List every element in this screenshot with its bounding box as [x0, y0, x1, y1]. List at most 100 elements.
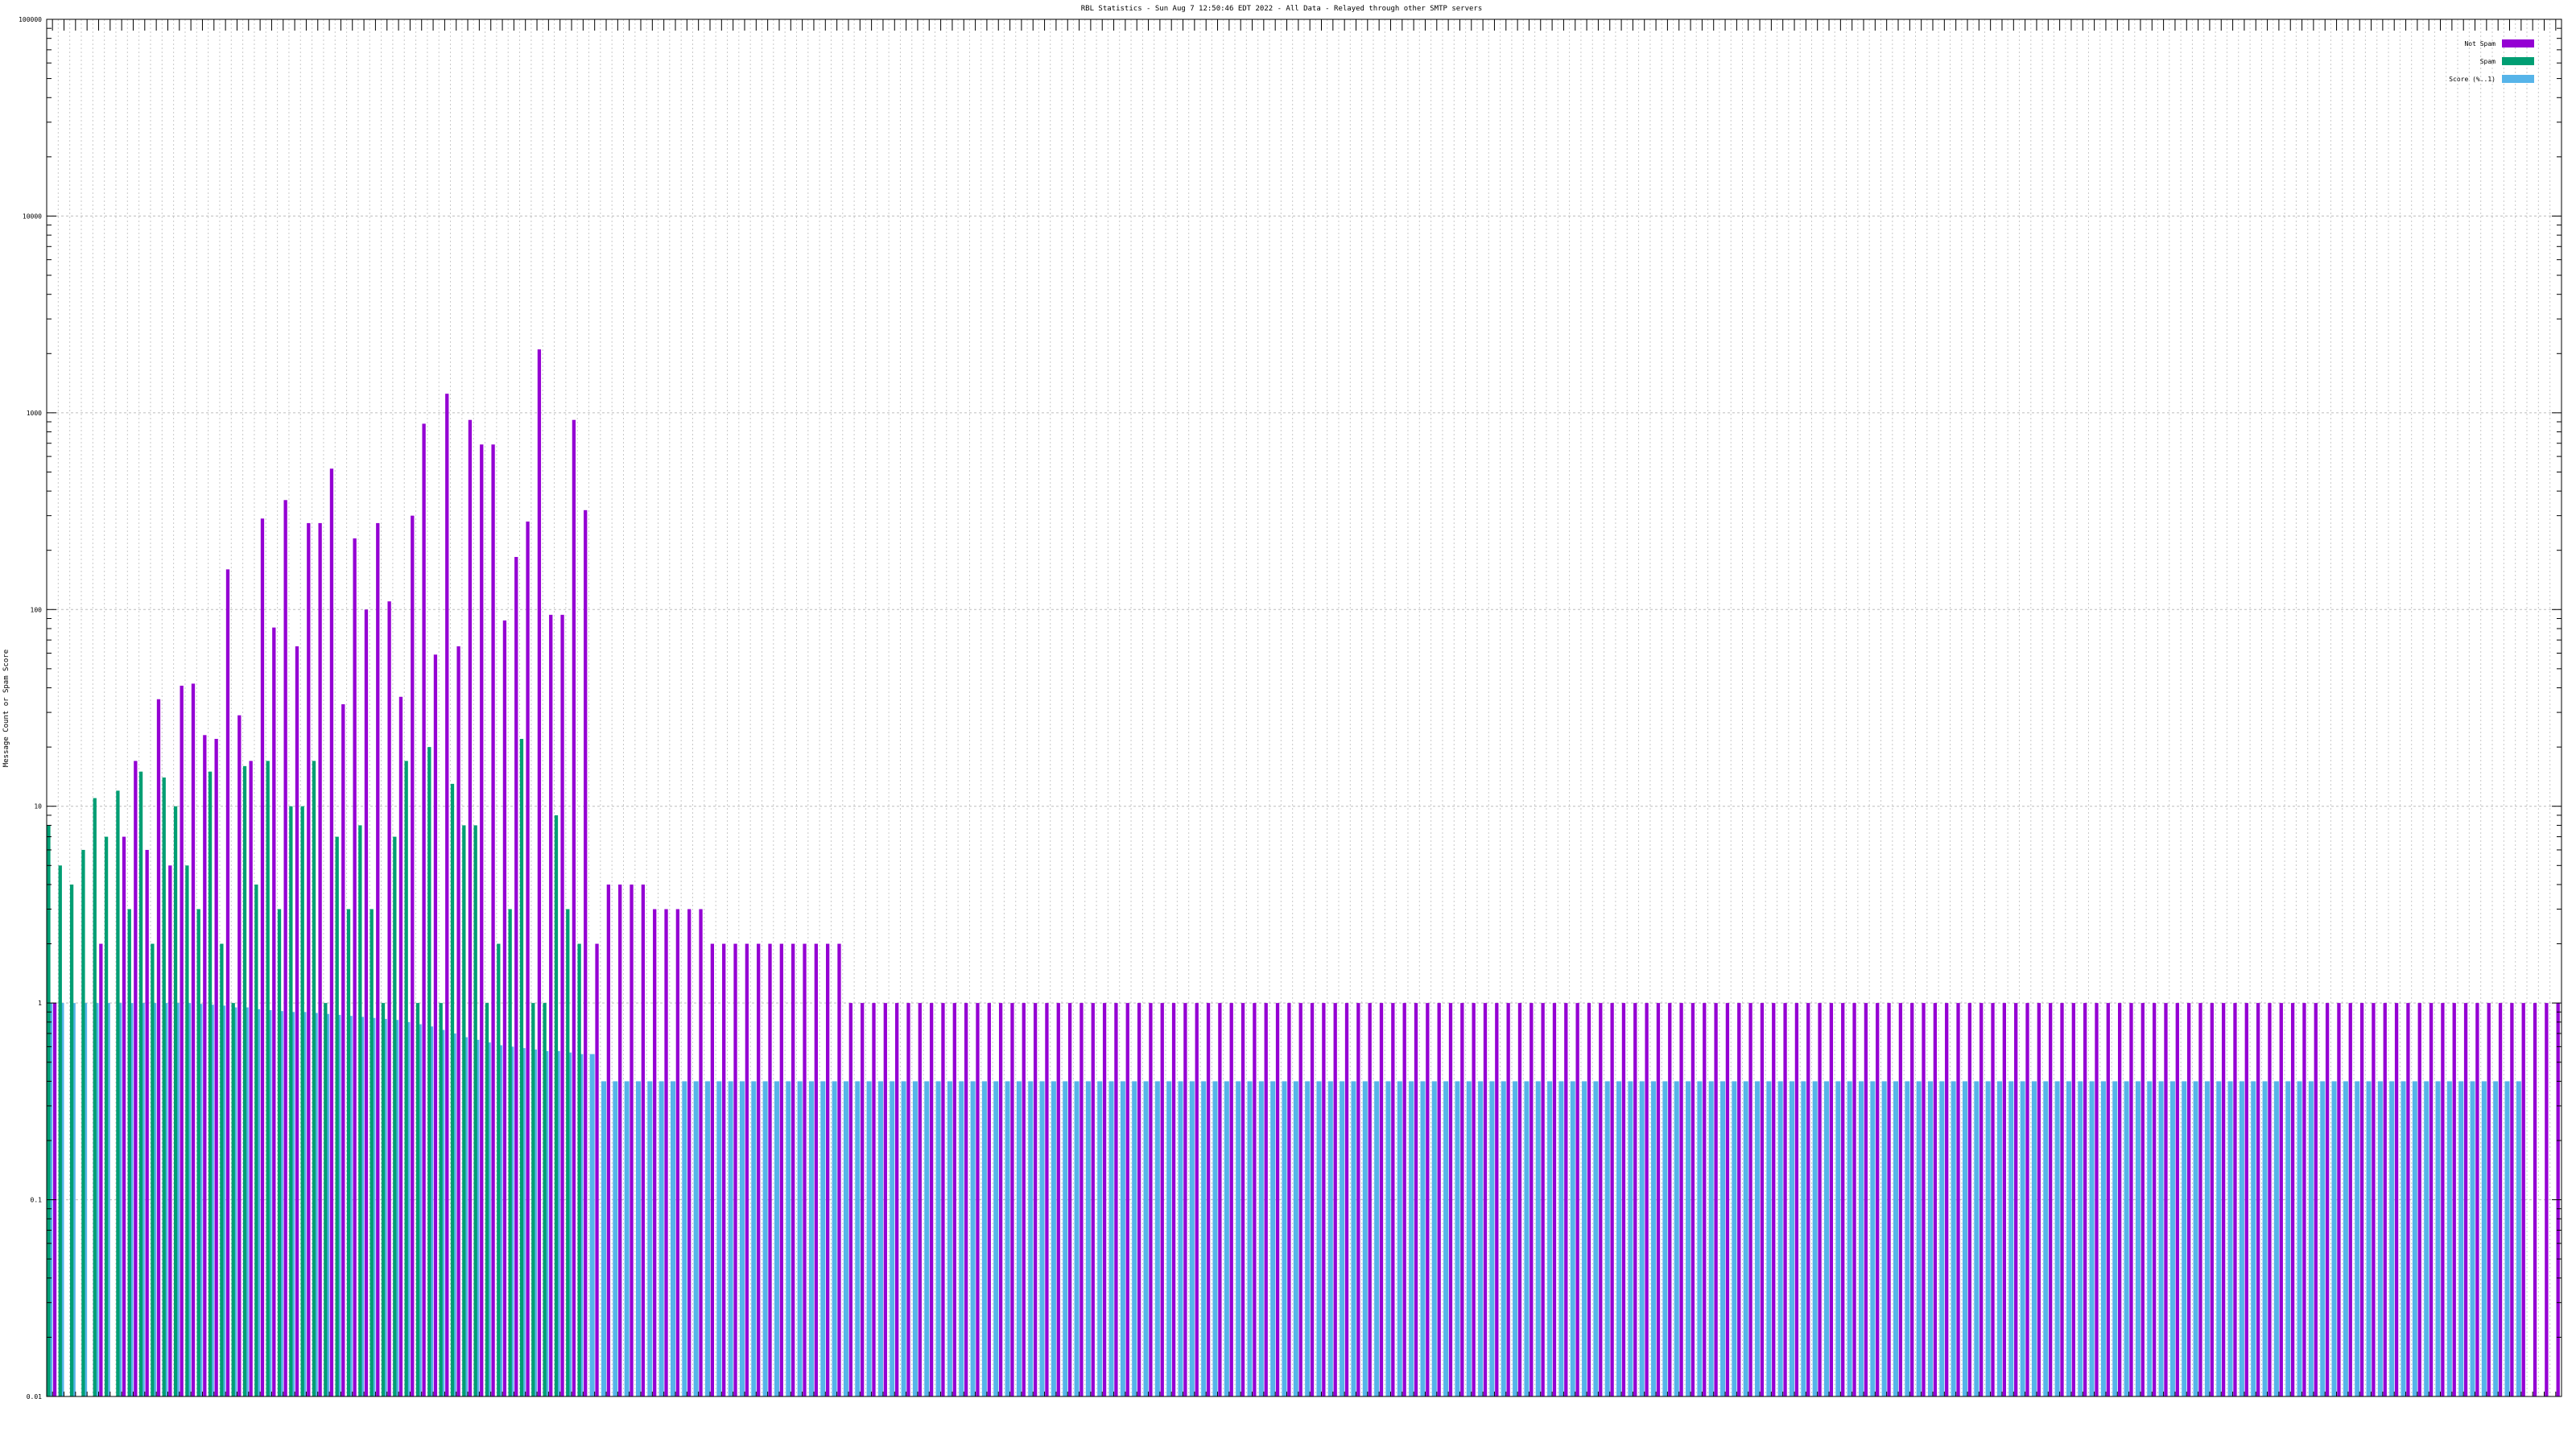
plot-border: [46, 19, 2562, 1397]
bar-not-spam: [2198, 1003, 2202, 1396]
bar-spam: [508, 909, 512, 1396]
bar-not-spam: [2164, 1003, 2168, 1396]
bar-score-: [2204, 1081, 2210, 1396]
bar-not-spam: [1022, 1003, 1026, 1396]
bar-spam: [439, 1003, 443, 1396]
bar-not-spam: [2429, 1003, 2434, 1396]
bar-spam: [324, 1003, 328, 1396]
bar-not-spam: [1344, 1003, 1349, 1396]
bar-not-spam: [722, 943, 726, 1396]
bar-score-: [1063, 1081, 1068, 1396]
bar-score-: [1120, 1081, 1125, 1396]
bar-not-spam: [1241, 1003, 1245, 1396]
bar-not-spam: [2025, 1003, 2029, 1396]
bar-not-spam: [560, 614, 564, 1396]
bar-score-: [2297, 1081, 2302, 1396]
bar-spam: [266, 761, 270, 1396]
bar-not-spam: [675, 909, 680, 1396]
bar-not-spam: [1218, 1003, 1222, 1396]
bar-spam: [312, 761, 316, 1396]
bar-not-spam: [1149, 1003, 1153, 1396]
bar-spam: [93, 798, 97, 1396]
bar-score-: [1951, 1081, 1956, 1396]
bar-score-: [2147, 1081, 2153, 1396]
bar-score-: [1316, 1081, 1322, 1396]
bar-score-: [1293, 1081, 1298, 1396]
bar-not-spam: [1056, 1003, 1060, 1396]
bar-score-: [2008, 1081, 2014, 1396]
bar-spam: [242, 765, 247, 1396]
bar-score-: [1282, 1081, 1287, 1396]
bar-spam: [58, 865, 62, 1396]
bar-score-: [670, 1081, 675, 1396]
bar-not-spam: [2210, 1003, 2214, 1396]
bar-score-: [947, 1081, 952, 1396]
bar-not-spam: [502, 620, 507, 1396]
bar-score-: [1501, 1081, 1506, 1396]
bar-not-spam: [191, 683, 196, 1396]
bar-not-spam: [710, 943, 715, 1396]
bar-score-: [1858, 1081, 1864, 1396]
bar-score-: [1582, 1081, 1587, 1396]
bar-not-spam: [1495, 1003, 1499, 1396]
bar-not-spam: [1898, 1003, 1903, 1396]
bar-not-spam: [630, 884, 634, 1396]
bar-not-spam: [2406, 1003, 2410, 1396]
bar-not-spam: [2071, 1003, 2075, 1396]
bar-not-spam: [398, 696, 403, 1396]
bar-not-spam: [2268, 1003, 2272, 1396]
bar-not-spam: [1033, 1003, 1038, 1396]
bar-score-: [2273, 1081, 2279, 1396]
bar-score-: [1905, 1081, 1910, 1396]
bar-score-: [981, 1081, 987, 1396]
bar-score-: [2366, 1081, 2372, 1396]
bar-not-spam: [2152, 1003, 2157, 1396]
bar-not-spam: [1956, 1003, 1960, 1396]
bar-not-spam: [1621, 1003, 1626, 1396]
bar-score-: [1604, 1081, 1610, 1396]
bar-not-spam: [272, 627, 276, 1396]
bar-not-spam: [2129, 1003, 2133, 1396]
bar-not-spam: [1517, 1003, 1522, 1396]
bar-score-: [2251, 1081, 2256, 1396]
bar-not-spam: [2118, 1003, 2122, 1396]
bar-not-spam: [237, 715, 242, 1396]
bar-score-: [1743, 1081, 1748, 1396]
bar-score-: [1108, 1081, 1114, 1396]
bar-not-spam: [872, 1003, 876, 1396]
bar-score-: [1881, 1081, 1887, 1396]
bar-score-: [1143, 1081, 1149, 1396]
bar-not-spam: [2233, 1003, 2237, 1396]
bar-not-spam: [1183, 1003, 1187, 1396]
bar-score-: [2493, 1081, 2499, 1396]
bar-score-: [751, 1081, 757, 1396]
bar-not-spam: [1690, 1003, 1695, 1396]
bar-score-: [1362, 1081, 1368, 1396]
bar-not-spam: [1229, 1003, 1233, 1396]
bar-not-spam: [1679, 1003, 1683, 1396]
bar-spam: [543, 1003, 547, 1396]
bar-score-: [1593, 1081, 1599, 1396]
bar-spam: [531, 1003, 535, 1396]
bar-not-spam: [733, 943, 737, 1396]
bar-spam: [473, 825, 477, 1396]
bar-not-spam: [1599, 1003, 1603, 1396]
bar-not-spam: [1760, 1003, 1765, 1396]
bar-score-: [658, 1081, 664, 1396]
bar-score-: [1824, 1081, 1830, 1396]
bar-score-: [2343, 1081, 2348, 1396]
bar-not-spam: [1841, 1003, 1845, 1396]
bar-not-spam: [1829, 1003, 1834, 1396]
bar-spam: [104, 836, 109, 1396]
bar-score-: [2124, 1081, 2129, 1396]
y-tick-label: 0.1: [31, 1197, 43, 1204]
bar-not-spam: [664, 909, 668, 1396]
bar-not-spam: [1922, 1003, 1926, 1396]
bar-spam: [231, 1003, 235, 1396]
bar-not-spam: [976, 1003, 980, 1396]
y-tick-label: 1000: [27, 410, 42, 417]
bar-not-spam: [2498, 1003, 2503, 1396]
bar-score-: [1132, 1081, 1137, 1396]
bar-score-: [1927, 1081, 1933, 1396]
